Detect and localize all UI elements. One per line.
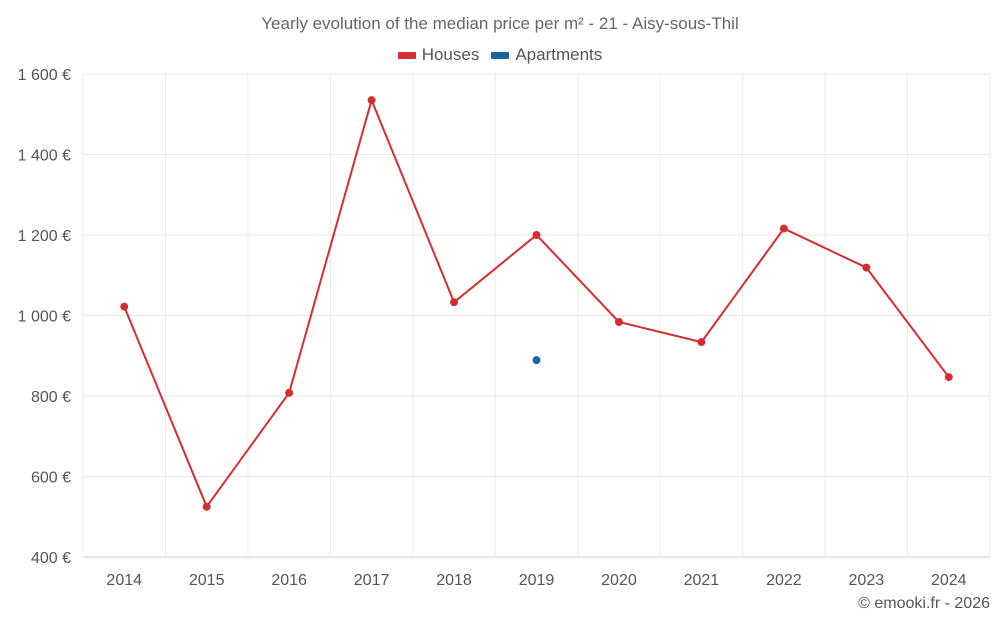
data-point-houses [120,302,129,311]
data-point-houses [697,338,706,347]
y-tick-label: 400 € [31,550,71,567]
y-tick-label: 800 € [31,389,71,406]
data-point-houses [202,502,211,511]
legend-item-houses[interactable]: Houses [397,45,480,65]
data-point-houses [367,96,376,105]
legend-swatch-apartments [491,51,510,59]
data-point-houses [532,231,541,239]
data-point-apartments [532,356,541,365]
data-point-houses [944,373,953,382]
x-tick-label: 2023 [849,572,885,589]
y-tick-label: 600 € [31,470,71,487]
y-tick-label: 1 400 € [18,148,71,165]
x-tick-label: 2014 [106,572,142,589]
legend: Houses Apartments [0,45,1000,65]
y-tick-label: 1 200 € [18,228,71,245]
x-tick-label: 2015 [189,572,225,589]
data-point-houses [862,263,871,272]
x-tick-label: 2016 [271,572,307,589]
x-tick-label: 2019 [519,572,555,589]
x-tick-label: 2020 [601,572,637,589]
x-tick-label: 2022 [766,572,802,589]
credit-text: © emooki.fr - 2026 [858,595,990,612]
y-tick-label: 1 600 € [18,67,71,84]
data-point-houses [450,298,459,307]
data-point-houses [779,224,788,233]
legend-label-apartments: Apartments [515,45,603,64]
data-point-houses [285,388,294,397]
y-tick-label: 1 000 € [18,309,71,326]
x-tick-label: 2024 [931,572,967,589]
x-tick-label: 2021 [684,572,720,589]
x-tick-label: 2017 [354,572,390,589]
x-tick-label: 2018 [436,572,472,589]
legend-swatch-houses [397,51,416,59]
data-point-houses [614,317,623,326]
chart-title: Yearly evolution of the median price per… [261,14,739,33]
legend-item-apartments[interactable]: Apartments [491,45,602,65]
legend-label-houses: Houses [421,45,480,64]
